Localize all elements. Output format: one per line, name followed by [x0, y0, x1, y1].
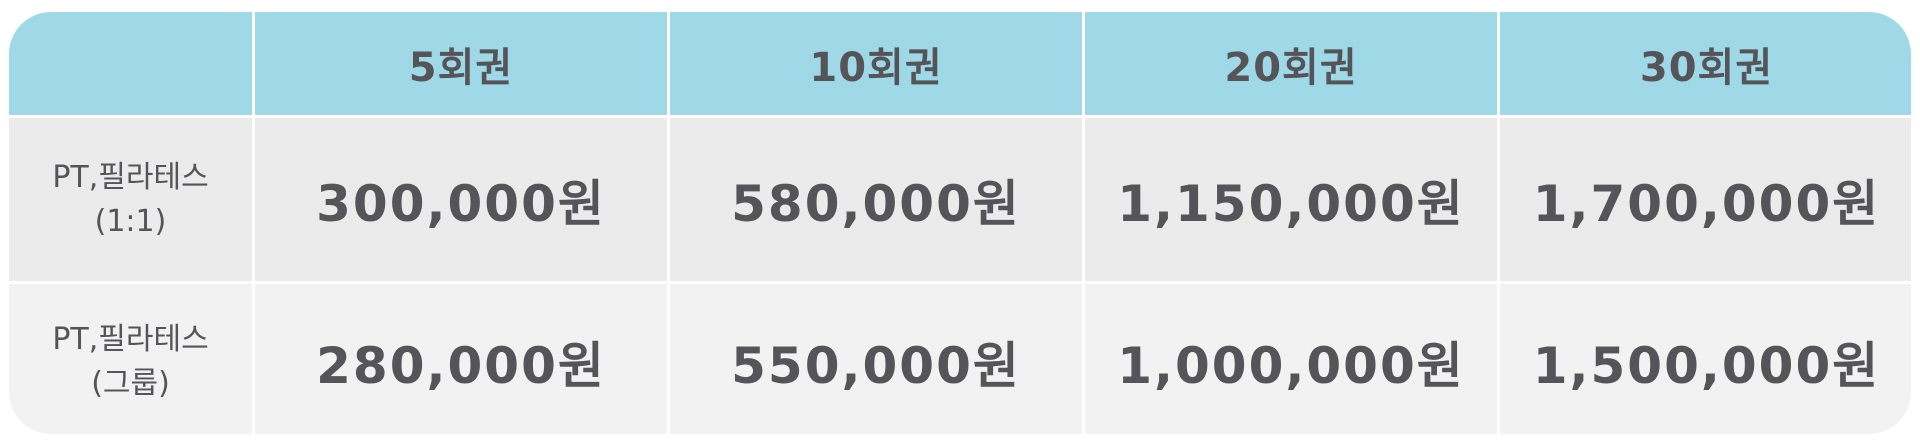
price-value: 550,000원 [731, 337, 1021, 395]
price-value: 300,000원 [316, 174, 606, 233]
price-table: 5회권 10회권 20회권 30회권 PT,필라테스 (1:1) 300,000… [9, 12, 1911, 434]
price-value: 1,150,000원 [1117, 174, 1465, 233]
price-cell: 1,500,000원 [1500, 284, 1911, 434]
price-value: 280,000원 [316, 337, 606, 395]
header-label: 5회권 [408, 44, 514, 91]
row-label-line2: (1:1) [94, 203, 167, 239]
row-label-private: PT,필라테스 (1:1) [9, 118, 252, 281]
price-cell: 580,000원 [670, 118, 1082, 281]
header-10-sessions: 10회권 [670, 12, 1082, 115]
row-label-line2: (그룹) [91, 366, 170, 401]
price-cell: 1,000,000원 [1085, 284, 1497, 434]
header-label: 30회권 [1639, 44, 1774, 91]
price-cell: 1,700,000원 [1500, 118, 1911, 281]
header-30-sessions: 30회권 [1500, 12, 1911, 115]
price-value: 1,000,000원 [1117, 337, 1465, 395]
header-corner-cell [9, 12, 252, 115]
row-label-line1: PT,필라테스 [52, 322, 209, 357]
row-label-line1: PT,필라테스 [52, 159, 209, 195]
header-label: 20회권 [1224, 44, 1358, 91]
header-20-sessions: 20회권 [1085, 12, 1497, 115]
row-label-group: PT,필라테스 (그룹) [9, 284, 252, 434]
price-value: 1,500,000원 [1532, 337, 1881, 395]
price-value: 1,700,000원 [1532, 174, 1881, 233]
price-cell: 550,000원 [670, 284, 1082, 434]
price-cell: 280,000원 [255, 284, 667, 434]
price-cell: 1,150,000원 [1085, 118, 1497, 281]
price-value: 580,000원 [731, 174, 1021, 233]
price-cell: 300,000원 [255, 118, 667, 281]
header-5-sessions: 5회권 [255, 12, 667, 115]
header-label: 10회권 [809, 44, 943, 91]
